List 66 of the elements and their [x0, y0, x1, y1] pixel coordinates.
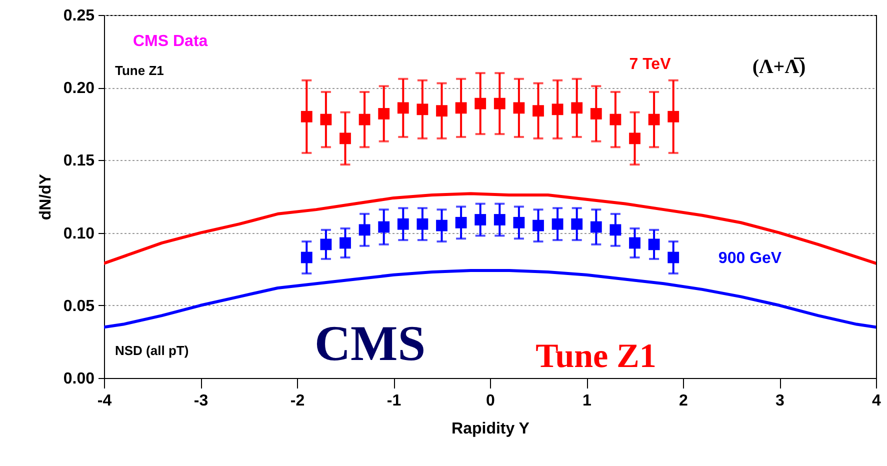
x-tick-label: 4 [872, 392, 882, 410]
annotation: CMS [314, 315, 426, 371]
y-axis-title: dN/dY [37, 174, 54, 220]
point [455, 216, 467, 228]
y-tick-label: 0.20 [63, 80, 95, 98]
point [300, 110, 312, 122]
point [436, 105, 448, 117]
line-series [104, 192, 876, 265]
x-tick-label: -1 [386, 392, 402, 410]
point [494, 214, 506, 226]
point [474, 214, 486, 226]
point [629, 237, 640, 249]
annotation: Tune Z1 [115, 63, 164, 78]
x-tick-label: 0 [486, 392, 496, 410]
point [436, 220, 448, 232]
point [668, 110, 680, 122]
annotation: NSD (all pT) [115, 343, 189, 358]
point [378, 221, 390, 233]
y-tick-label: 0.05 [63, 298, 95, 315]
point [610, 224, 622, 236]
point [648, 238, 660, 250]
x-tick-label: -3 [194, 392, 208, 410]
point [358, 114, 370, 126]
point [629, 132, 640, 144]
point [320, 114, 332, 126]
point [513, 216, 525, 228]
point [358, 224, 370, 236]
x-tick-label: 1 [582, 392, 592, 410]
point [648, 114, 660, 126]
point [610, 114, 622, 126]
y-tick-label: 0.10 [63, 225, 95, 242]
y-tick-label: 0.25 [63, 8, 95, 24]
x-tick-label: 3 [776, 392, 785, 410]
text: 900 GeV [718, 250, 782, 267]
text: 7 TeV [629, 56, 672, 73]
point [397, 102, 409, 114]
point [571, 218, 583, 230]
x-axis-title: Rapidity Y [452, 420, 530, 438]
point [340, 132, 351, 144]
point [474, 98, 486, 110]
x-tick-label: -4 [97, 392, 112, 410]
point [397, 218, 409, 230]
point [494, 98, 506, 110]
annotation: (Λ+Λ̅) [752, 56, 806, 78]
point [668, 252, 680, 264]
annotation: CMS Data [133, 33, 208, 50]
x-tick-label: 2 [679, 392, 688, 410]
point [532, 105, 544, 117]
y-tick-label: 0.15 [63, 152, 95, 170]
x-tick-label: -2 [290, 392, 305, 410]
point [320, 238, 332, 250]
point [416, 218, 428, 230]
annotation: Tune Z1 [536, 338, 656, 375]
point [552, 104, 564, 116]
point [513, 102, 525, 114]
point [340, 237, 351, 249]
y-tick-label: 0.00 [63, 370, 95, 388]
point [552, 218, 564, 230]
point [455, 102, 467, 114]
point [571, 102, 583, 114]
point [532, 220, 544, 232]
point [300, 252, 312, 264]
point [416, 104, 428, 116]
point [590, 108, 602, 120]
point [378, 108, 390, 120]
point [590, 221, 602, 233]
